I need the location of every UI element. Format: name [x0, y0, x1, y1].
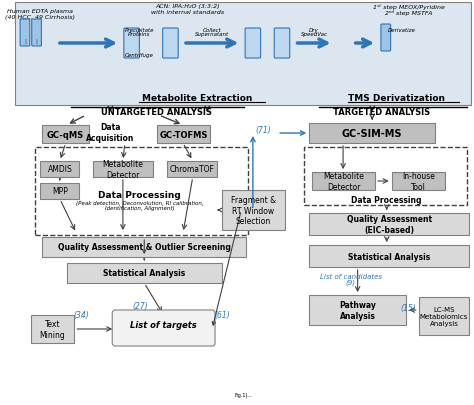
Text: Metabolite Extraction: Metabolite Extraction [142, 94, 253, 103]
Text: GC-SIM-MS: GC-SIM-MS [342, 129, 402, 139]
Text: 2ⁿᵈ step MSTFA: 2ⁿᵈ step MSTFA [385, 10, 433, 16]
Text: 1ˢᵗ step MEOX/Pyridine: 1ˢᵗ step MEOX/Pyridine [373, 4, 445, 10]
Text: TMS Derivatization: TMS Derivatization [348, 94, 445, 103]
Text: Quality Assessment
(EIC-based): Quality Assessment (EIC-based) [346, 215, 432, 234]
FancyBboxPatch shape [15, 3, 471, 106]
Text: (15): (15) [400, 304, 416, 313]
Text: (61): (61) [214, 311, 230, 320]
Text: Dry: Dry [309, 28, 319, 33]
FancyBboxPatch shape [32, 20, 41, 47]
Text: Pathway
Analysis: Pathway Analysis [339, 301, 376, 320]
Text: Statistical Analysis: Statistical Analysis [103, 269, 185, 278]
FancyBboxPatch shape [40, 183, 79, 200]
FancyBboxPatch shape [222, 190, 285, 230]
Text: (9): (9) [346, 279, 356, 286]
FancyBboxPatch shape [309, 245, 469, 267]
FancyBboxPatch shape [309, 124, 435, 144]
Text: Identification, Alignment): Identification, Alignment) [105, 205, 174, 211]
FancyBboxPatch shape [67, 263, 222, 284]
Text: LC-MS
Metabolomics
Analysis: LC-MS Metabolomics Analysis [420, 306, 468, 326]
Text: MPP: MPP [52, 187, 68, 196]
FancyBboxPatch shape [312, 173, 375, 190]
FancyBboxPatch shape [309, 295, 406, 325]
Text: In-house
Tool: In-house Tool [402, 172, 435, 191]
FancyBboxPatch shape [20, 20, 30, 47]
Text: Metabolite
Detector: Metabolite Detector [323, 172, 364, 191]
Text: Proteins: Proteins [128, 32, 151, 37]
Text: (71): (71) [255, 125, 272, 134]
Text: Statistical Analysis: Statistical Analysis [348, 252, 430, 261]
FancyBboxPatch shape [245, 29, 261, 59]
Text: Text
Mining: Text Mining [40, 320, 65, 339]
Text: ChromaTOF: ChromaTOF [169, 165, 214, 174]
FancyBboxPatch shape [381, 25, 391, 52]
FancyBboxPatch shape [112, 310, 215, 346]
Text: Human EDTA plasma: Human EDTA plasma [8, 9, 73, 14]
Text: Quality Assessment & Outlier Screening: Quality Assessment & Outlier Screening [58, 243, 231, 252]
FancyBboxPatch shape [31, 315, 74, 343]
Text: (40 HCC, 49 Cirrhosis): (40 HCC, 49 Cirrhosis) [6, 15, 75, 20]
Text: (Peak detection, Deconvolution, RI calibration,: (Peak detection, Deconvolution, RI calib… [75, 200, 203, 205]
Text: |: | [36, 38, 37, 44]
Text: SpeedVac: SpeedVac [301, 32, 328, 37]
Text: Centrifuge: Centrifuge [125, 53, 154, 58]
FancyBboxPatch shape [40, 162, 79, 177]
Text: UNTARGETED ANALYSIS: UNTARGETED ANALYSIS [101, 108, 212, 117]
Text: TARGETED ANALYSIS: TARGETED ANALYSIS [333, 108, 430, 117]
FancyBboxPatch shape [392, 173, 445, 190]
Text: List of targets: List of targets [130, 321, 197, 330]
Text: Derivatize: Derivatize [387, 28, 415, 33]
FancyBboxPatch shape [157, 126, 210, 144]
Text: Data Processing: Data Processing [350, 196, 421, 205]
FancyBboxPatch shape [419, 297, 469, 335]
Text: (27): (27) [133, 301, 148, 310]
Text: ACN: IPA:H₂O (3:3:2): ACN: IPA:H₂O (3:3:2) [155, 4, 220, 9]
Text: AMDIS: AMDIS [47, 165, 72, 174]
Text: Data Processing: Data Processing [98, 190, 181, 200]
Text: Precipitate: Precipitate [125, 28, 154, 33]
Text: Collect: Collect [203, 28, 221, 33]
FancyBboxPatch shape [309, 213, 469, 235]
FancyBboxPatch shape [124, 29, 139, 59]
Text: Fragment &
RT Window
Selection: Fragment & RT Window Selection [231, 196, 276, 225]
Text: Metabolite
Detector: Metabolite Detector [102, 160, 143, 179]
Text: Fig.1|...: Fig.1|... [234, 392, 252, 397]
FancyBboxPatch shape [42, 237, 246, 257]
Text: Supernatant: Supernatant [195, 32, 229, 37]
Text: GC-TOFMS: GC-TOFMS [159, 130, 208, 139]
Text: with internal standards: with internal standards [151, 10, 225, 15]
Text: Data
Acquisition: Data Acquisition [86, 123, 135, 142]
Text: List of candidates: List of candidates [320, 273, 382, 279]
Text: (34): (34) [73, 311, 89, 320]
FancyBboxPatch shape [93, 162, 153, 177]
FancyBboxPatch shape [166, 162, 217, 177]
FancyBboxPatch shape [42, 126, 89, 144]
Text: |: | [24, 38, 26, 44]
FancyBboxPatch shape [274, 29, 290, 59]
Text: GC-qMS: GC-qMS [47, 130, 84, 139]
FancyBboxPatch shape [163, 29, 178, 59]
